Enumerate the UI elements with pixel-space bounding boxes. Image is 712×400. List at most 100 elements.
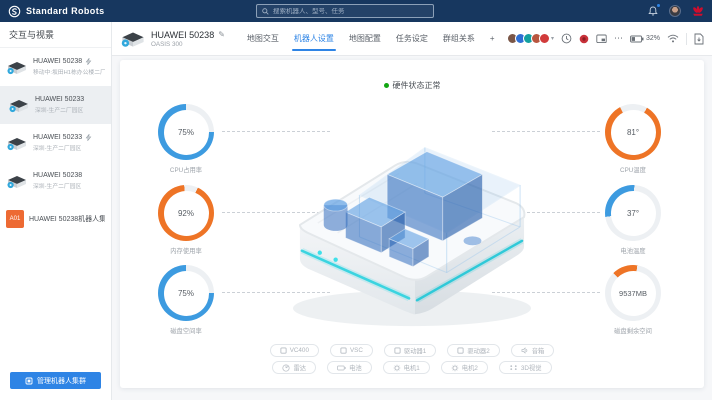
connector-line [222,131,330,132]
document-icon [694,33,704,44]
gauge-memory-usage: 92% 内存使用率 [158,185,214,255]
sidebar-robot-item-4[interactable]: HUAWEI 50238 深圳-生产二厂园区 [0,162,111,200]
brand-name: Standard Robots [26,6,105,16]
gauge-value: 9537MB [610,270,656,316]
record-button[interactable] [579,34,589,44]
manage-cluster-button[interactable]: 管理机器人集群 [10,372,101,389]
bell-icon [648,6,658,16]
gauge-disk-usage: 75% 磁盘空间率 [158,265,214,335]
user-avatar[interactable] [669,5,681,17]
chip-label: 3D视觉 [520,365,542,372]
chip-motor2[interactable]: 电机2 [440,361,488,374]
robot-thumbnail-icon [120,30,146,48]
gauge-label: CPU温度 [620,167,646,174]
robot-item-name: HUAWEI 50233 [33,134,83,141]
manage-cluster-label: 管理机器人集群 [37,377,86,385]
report-button[interactable] [694,33,704,45]
chip-row-2: 雷达 电池 电机1 [272,361,552,374]
robot-thumbnail-icon [6,174,28,189]
chip-vsc[interactable]: VSC [329,344,373,357]
chip-label: VC400 [289,347,309,354]
chip-label: 电机1 [403,365,420,372]
more-button[interactable]: ⋯ [614,33,623,44]
gauge-label: 内存使用率 [170,248,202,255]
gauge-cpu-temp: 81° CPU温度 [605,104,661,174]
chip-label: VSC [349,347,363,354]
robot-item-location: 深圳-生产二厂园区 [33,146,82,152]
tab-add-button[interactable]: + [489,33,495,43]
tab-robot-settings[interactable]: 机器人设置 [291,22,336,56]
robot-model: OASIS 300 [151,40,183,48]
gauge-ring: 92% [158,185,214,241]
chip-label: 雷达 [293,365,307,372]
gauge-label: CPU占用率 [169,167,203,174]
robot-item-location: 移动中:坂田H1栋办公楼二厂F区 [33,70,105,76]
gauge-label: 磁盘空间率 [170,328,202,335]
sidebar-cluster-item[interactable]: A01 HUAWEI 50238机器人集群 [0,200,111,238]
robot-3d-render [278,102,546,340]
speaker-icon [521,347,527,354]
connector-line [492,292,600,293]
tab-task-setting[interactable]: 任务设定 [395,33,428,43]
clock-icon [561,33,572,44]
sidebar-robot-item-3[interactable]: HUAWEI 50233 深圳-生产二厂园区 [0,124,111,162]
checkbox-icon [394,347,401,354]
history-button[interactable] [561,33,572,44]
gear-icon [393,364,400,371]
robot-item-location: 深圳-生产二厂园区 [35,108,84,114]
chip-speaker[interactable]: 音箱 [510,344,555,357]
sidebar-robot-item-2-selected[interactable]: HUAWEI 50233 深圳-生产二厂园区 [0,86,111,124]
search-input[interactable] [273,7,428,15]
cluster-avatar: A01 [6,210,24,228]
record-icon [579,34,589,43]
chip-label: 驱动器2 [467,348,490,355]
radar-icon [282,363,291,372]
screen-icon [596,34,607,43]
gauge-ring: 75% [158,265,214,321]
robot-item-name: HUAWEI 50238 [33,172,83,179]
chip-label: 电机2 [461,365,478,372]
gauge-label: 磁盘剩余空间 [614,328,652,335]
robot-thumbnail-icon [8,98,30,113]
tab-group-relation[interactable]: 群组关系 [442,33,475,43]
edit-name-icon[interactable]: ✎ [218,30,225,39]
robot-name: HUAWEI 50238 [151,29,215,40]
chip-battery[interactable]: 电池 [327,361,372,374]
global-search[interactable] [256,4,434,18]
notifications-button[interactable] [648,2,661,17]
robot-thumbnail-icon [6,60,28,75]
gauge-value: 75% [163,270,209,316]
collaborator-avatars[interactable]: ▾ [506,33,554,44]
checkbox-icon [280,347,287,354]
gauge-battery-temp: 37° 电池温度 [605,185,661,255]
chip-lidar[interactable]: 雷达 [272,361,317,374]
gauge-ring: 81° [605,104,661,160]
huawei-logo-icon[interactable] [692,5,704,17]
gauge-ring: 75% [158,104,214,160]
brand-logo[interactable]: Standard Robots [8,5,105,18]
chip-driver1[interactable]: 驱动器1 [383,344,437,357]
battery-icon [630,35,644,42]
sidebar-robot-item-1[interactable]: HUAWEI 50238 移动中:坂田H1栋办公楼二厂F区 [0,48,111,86]
chip-vc400[interactable]: VC400 [269,344,319,357]
status-dot-green [383,83,389,88]
tab-map-config[interactable]: 地图配置 [348,33,381,43]
chip-driver2[interactable]: 驱动器2 [447,344,500,357]
cluster-icon [25,377,33,384]
screen-share-button[interactable] [596,34,607,44]
gauge-value: 75% [163,109,209,155]
chevron-down-icon[interactable]: ▾ [550,36,554,42]
checkbox-icon [340,347,347,354]
tab-map-interaction[interactable]: 地图交互 [246,33,279,43]
cluster-name: HUAWEI 50238机器人集群 [29,216,105,223]
hardware-status: 硬件状态正常 [120,80,704,91]
search-icon [262,7,269,15]
chip-motor1[interactable]: 电机1 [382,361,430,374]
gauge-value: 81° [610,109,656,155]
chip-row-1: VC400 VSC 驱动器1 驱动器2 [269,344,555,357]
gear-icon [451,364,459,371]
chip-3d-vision[interactable]: 3D视觉 [498,361,552,374]
gauge-value: 37° [610,190,656,236]
chip-label: 电池 [349,365,362,372]
ellipsis-icon: ⋯ [613,33,623,43]
